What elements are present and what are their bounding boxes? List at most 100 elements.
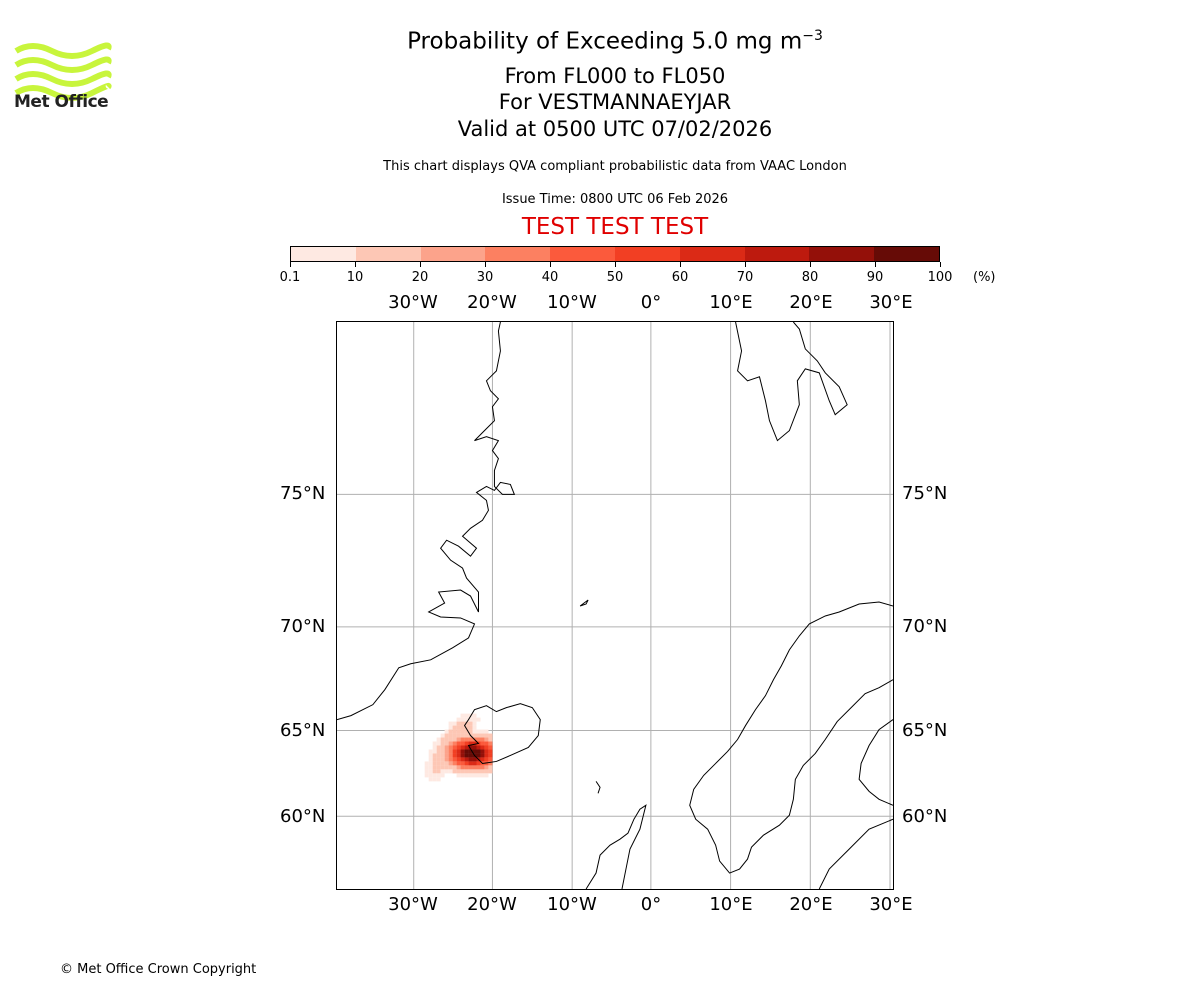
probability-cell — [464, 769, 469, 774]
probability-cell — [448, 729, 453, 734]
probability-cell — [428, 757, 433, 762]
probability-cell — [444, 757, 449, 762]
probability-cell — [460, 713, 465, 718]
probability-cell — [476, 769, 481, 774]
probability-cell — [432, 757, 437, 762]
probability-cell — [456, 741, 461, 746]
probability-cell — [464, 765, 469, 770]
probability-cell — [436, 737, 441, 742]
probability-cell — [436, 745, 441, 750]
probability-cell — [444, 737, 449, 742]
longitude-label: 10°E — [709, 894, 753, 915]
probability-cell — [424, 769, 429, 774]
probability-cell — [472, 769, 477, 774]
probability-cell — [480, 737, 485, 742]
colorbar-segment — [485, 247, 551, 261]
longitude-label: 20°W — [467, 292, 517, 313]
longitude-label: 0° — [640, 894, 662, 915]
probability-cell — [432, 769, 437, 774]
greenland-coast — [337, 322, 516, 721]
probability-cell — [456, 737, 461, 742]
probability-cell — [436, 773, 441, 778]
probability-cell — [428, 753, 433, 758]
probability-cell — [436, 777, 441, 782]
probability-cell — [436, 753, 441, 758]
colorbar-segment — [744, 247, 810, 261]
baltic-coast — [818, 818, 893, 889]
probability-cell — [460, 717, 465, 722]
colorbar-segment — [809, 247, 875, 261]
probability-cell — [476, 745, 481, 750]
probability-cell — [472, 717, 477, 722]
probability-cell — [436, 741, 441, 746]
probability-cell — [484, 741, 489, 746]
probability-cell — [436, 761, 441, 766]
probability-cell — [440, 745, 445, 750]
probability-cell — [476, 729, 481, 734]
probability-cell — [472, 765, 477, 770]
probability-cell — [472, 733, 477, 738]
probability-cell — [472, 749, 477, 754]
probability-cell — [460, 741, 465, 746]
colorbar-segment — [355, 247, 421, 261]
probability-cell — [456, 757, 461, 762]
probability-cell — [452, 729, 457, 734]
probability-cell — [484, 757, 489, 762]
latitude-label: 70°N — [902, 616, 948, 637]
colorbar — [290, 246, 940, 262]
probability-cell — [472, 721, 477, 726]
probability-cell — [476, 753, 481, 758]
probability-cell — [488, 769, 493, 774]
probability-cell — [452, 721, 457, 726]
probability-cell — [480, 745, 485, 750]
probability-cell — [472, 773, 477, 778]
probability-cell — [432, 753, 437, 758]
probability-cell — [456, 765, 461, 770]
probability-cell — [460, 737, 465, 742]
colorbar-segment — [291, 247, 356, 261]
probability-cell — [460, 721, 465, 726]
longitude-label: 20°E — [789, 292, 833, 313]
probability-cell — [460, 761, 465, 766]
probability-cell — [448, 725, 453, 730]
colorbar-tick — [875, 262, 876, 267]
longitude-label: 10°E — [709, 292, 753, 313]
probability-cell — [484, 773, 489, 778]
colorbar-tick — [420, 262, 421, 267]
longitude-label: 10°W — [547, 292, 597, 313]
probability-cell — [468, 737, 473, 742]
probability-cell — [488, 733, 493, 738]
probability-cell — [464, 745, 469, 750]
probability-cell — [444, 769, 449, 774]
coastlines — [337, 322, 893, 889]
probability-cell — [476, 717, 481, 722]
probability-cell — [488, 765, 493, 770]
latitude-label: 75°N — [902, 483, 948, 504]
longitude-label: 20°W — [467, 894, 517, 915]
probability-cell — [428, 777, 433, 782]
probability-cell — [440, 741, 445, 746]
probability-cell — [488, 737, 493, 742]
probability-cell — [468, 725, 473, 730]
probability-cell — [456, 769, 461, 774]
sweden-finland — [858, 719, 893, 806]
probability-cell — [460, 757, 465, 762]
colorbar-tick-label: 60 — [671, 270, 689, 285]
probability-cell — [468, 773, 473, 778]
probability-cell — [432, 761, 437, 766]
probability-cell — [424, 761, 429, 766]
issue-time: Issue Time: 0800 UTC 06 Feb 2026 — [501, 192, 729, 207]
probability-cell — [480, 729, 485, 734]
probability-cell — [444, 729, 449, 734]
probability-cell — [424, 765, 429, 770]
probability-cell — [472, 729, 477, 734]
probability-cell — [488, 749, 493, 754]
probability-cell — [464, 741, 469, 746]
probability-cell — [452, 725, 457, 730]
probability-cell — [468, 769, 473, 774]
colorbar-tick-label: 50 — [606, 270, 624, 285]
probability-cell — [476, 773, 481, 778]
longitude-label: 10°W — [547, 894, 597, 915]
probability-cell — [480, 749, 485, 754]
